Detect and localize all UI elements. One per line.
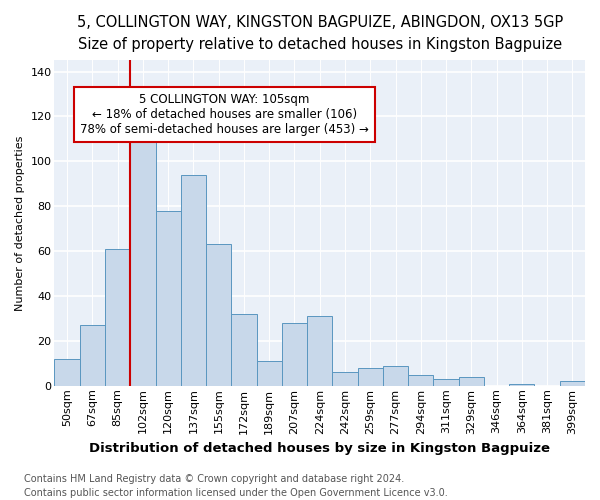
Bar [332, 372, 358, 386]
Bar [307, 316, 332, 386]
Bar [433, 379, 458, 386]
Title: 5, COLLINGTON WAY, KINGSTON BAGPUIZE, ABINGDON, OX13 5GP
Size of property relati: 5, COLLINGTON WAY, KINGSTON BAGPUIZE, AB… [77, 15, 563, 52]
Bar [383, 366, 408, 386]
Bar [257, 361, 282, 386]
Bar [560, 382, 585, 386]
Bar [55, 359, 80, 386]
X-axis label: Distribution of detached houses by size in Kingston Bagpuize: Distribution of detached houses by size … [89, 442, 550, 455]
Bar [408, 374, 433, 386]
Bar [232, 314, 257, 386]
Bar [130, 132, 155, 386]
Text: Contains HM Land Registry data © Crown copyright and database right 2024.
Contai: Contains HM Land Registry data © Crown c… [24, 474, 448, 498]
Text: 5 COLLINGTON WAY: 105sqm
← 18% of detached houses are smaller (106)
78% of semi-: 5 COLLINGTON WAY: 105sqm ← 18% of detach… [80, 93, 368, 136]
Bar [105, 249, 130, 386]
Bar [206, 244, 232, 386]
Bar [80, 325, 105, 386]
Bar [155, 210, 181, 386]
Bar [181, 175, 206, 386]
Bar [282, 323, 307, 386]
Bar [358, 368, 383, 386]
Y-axis label: Number of detached properties: Number of detached properties [15, 136, 25, 310]
Bar [509, 384, 535, 386]
Bar [458, 377, 484, 386]
